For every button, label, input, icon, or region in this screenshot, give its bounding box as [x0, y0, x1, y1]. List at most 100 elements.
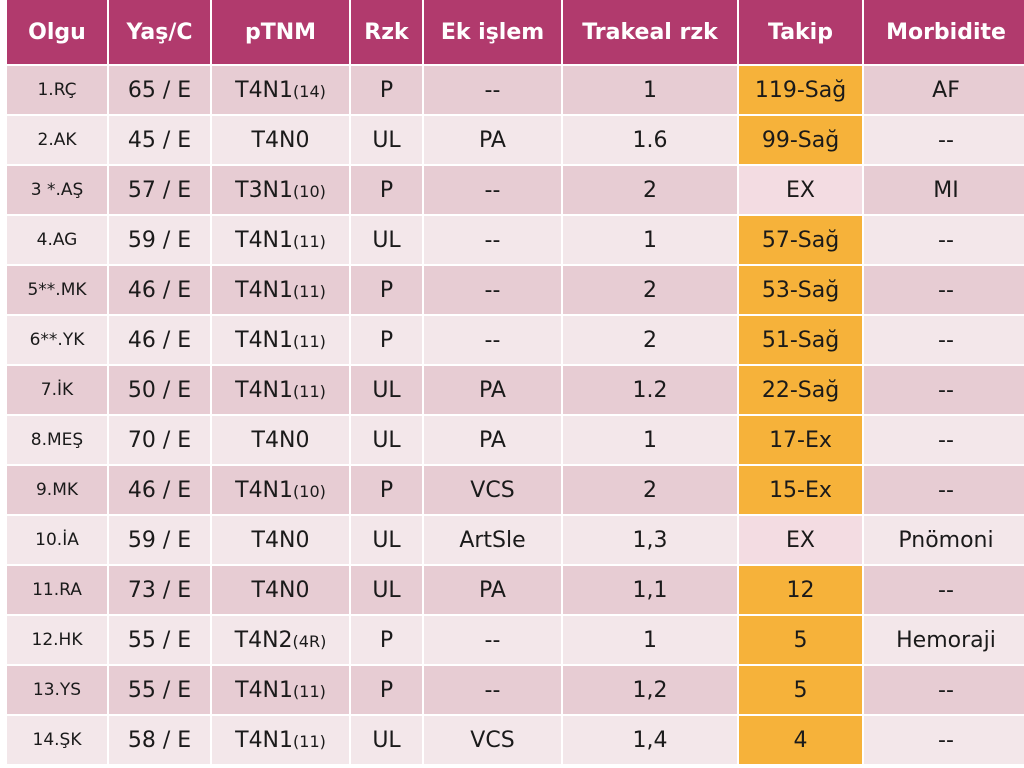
cell-morbidite: --: [863, 364, 1024, 415]
header-ptnm: pTNM: [211, 0, 351, 65]
cell-yas: 70 / E: [108, 414, 212, 465]
cell-takip: 99-Sağ: [738, 114, 864, 165]
cell-trakeal-rzk: 1,1: [562, 564, 739, 615]
table-row: 11.RA 73 / E T4N0 UL PA 1,1 12 --: [7, 564, 1024, 615]
cell-trakeal-rzk: 1,4: [562, 714, 739, 764]
table-row: 4.AG 59 / E T4N1(11) UL -- 1 57-Sağ --: [7, 214, 1024, 265]
ptnm-stage: T4N0: [251, 577, 310, 603]
cell-ptnm: T4N0: [211, 114, 351, 165]
cell-ptnm: T4N1(10): [211, 464, 351, 515]
ptnm-node-station: (14): [293, 81, 326, 101]
cell-olgu: 1.RÇ: [7, 64, 109, 115]
table-row: 13.YS 55 / E T4N1(11) P -- 1,2 5 --: [7, 664, 1024, 715]
cell-takip: EX: [738, 514, 864, 565]
cell-yas: 57 / E: [108, 164, 212, 215]
cell-yas: 46 / E: [108, 264, 212, 315]
cell-morbidite: --: [863, 264, 1024, 315]
cell-rzk: UL: [350, 114, 424, 165]
ptnm-node-station: (11): [293, 731, 326, 751]
cell-takip: 17-Ex: [738, 414, 864, 465]
cell-trakeal-rzk: 1,2: [562, 664, 739, 715]
cell-olgu: 12.HK: [7, 614, 109, 665]
ptnm-node-station: (10): [293, 181, 326, 201]
cell-trakeal-rzk: 2: [562, 264, 739, 315]
cell-trakeal-rzk: 2: [562, 464, 739, 515]
cell-olgu: 2.AK: [7, 114, 109, 165]
cell-ek-islem: --: [423, 264, 563, 315]
cell-ptnm: T3N1(10): [211, 164, 351, 215]
table-body: 1.RÇ 65 / E T4N1(14) P -- 1 119-Sağ AF 2.AK 45 / …: [7, 64, 1024, 764]
cell-ptnm: T4N1(14): [211, 64, 351, 115]
cell-olgu: 5**.MK: [7, 264, 109, 315]
cell-olgu: 6**.YK: [7, 314, 109, 365]
cell-trakeal-rzk: 2: [562, 314, 739, 365]
cell-rzk: P: [350, 664, 424, 715]
ptnm-stage: T4N2: [234, 627, 293, 653]
ptnm-stage: T3N1: [235, 177, 294, 203]
cell-ek-islem: PA: [423, 114, 563, 165]
table-row: 7.İK 50 / E T4N1(11) UL PA 1.2 22-Sağ --: [7, 364, 1024, 415]
cell-ek-islem: --: [423, 164, 563, 215]
cell-olgu: 11.RA: [7, 564, 109, 615]
cell-rzk: P: [350, 614, 424, 665]
cell-morbidite: --: [863, 564, 1024, 615]
cell-morbidite: --: [863, 314, 1024, 365]
cell-ptnm: T4N1(11): [211, 264, 351, 315]
cell-takip: 12: [738, 564, 864, 615]
header-yas: Yaş/C: [108, 0, 212, 65]
cell-ptnm: T4N2(4R): [211, 614, 351, 665]
header-takip: Takip: [738, 0, 864, 65]
cell-olgu: 4.AG: [7, 214, 109, 265]
ptnm-node-station: (11): [293, 331, 326, 351]
cell-yas: 59 / E: [108, 514, 212, 565]
cell-trakeal-rzk: 1: [562, 214, 739, 265]
table-row: 5**.MK 46 / E T4N1(11) P -- 2 53-Sağ --: [7, 264, 1024, 315]
cell-rzk: UL: [350, 364, 424, 415]
ptnm-stage: T4N1: [235, 327, 294, 353]
ptnm-stage: T4N1: [235, 677, 294, 703]
cell-ptnm: T4N1(11): [211, 364, 351, 415]
cell-morbidite: Pnömoni: [863, 514, 1024, 565]
table-row: 1.RÇ 65 / E T4N1(14) P -- 1 119-Sağ AF: [7, 64, 1024, 115]
ptnm-node-station: (11): [293, 281, 326, 301]
cell-trakeal-rzk: 1.2: [562, 364, 739, 415]
table-row: 10.İA 59 / E T4N0 UL ArtSle 1,3 EX Pnömoni: [7, 514, 1024, 565]
cell-morbidite: --: [863, 414, 1024, 465]
table-row: 12.HK 55 / E T4N2(4R) P -- 1 5 Hemoraji: [7, 614, 1024, 665]
cell-yas: 59 / E: [108, 214, 212, 265]
header-morbidite: Morbidite: [863, 0, 1024, 65]
cell-ek-islem: --: [423, 614, 563, 665]
cell-takip: 119-Sağ: [738, 64, 864, 115]
cell-takip: 4: [738, 714, 864, 764]
cell-takip: 15-Ex: [738, 464, 864, 515]
cell-rzk: UL: [350, 414, 424, 465]
cell-takip: 5: [738, 664, 864, 715]
cell-ptnm: T4N0: [211, 564, 351, 615]
ptnm-node-station: (11): [293, 681, 326, 701]
ptnm-node-station: (11): [293, 381, 326, 401]
ptnm-node-station: (4R): [292, 631, 327, 651]
ptnm-stage: T4N0: [251, 427, 310, 453]
cell-morbidite: Hemoraji: [863, 614, 1024, 665]
cell-ek-islem: PA: [423, 364, 563, 415]
cell-olgu: 3 *.AŞ: [7, 164, 109, 215]
ptnm-stage: T4N1: [235, 377, 294, 403]
cell-morbidite: --: [863, 114, 1024, 165]
cell-trakeal-rzk: 1: [562, 414, 739, 465]
cell-rzk: UL: [350, 514, 424, 565]
case-table: Olgu Yaş/C pTNM Rzk Ek işlem Trakeal rzk…: [7, 0, 1024, 764]
ptnm-stage: T4N1: [235, 277, 294, 303]
cell-takip: EX: [738, 164, 864, 215]
cell-olgu: 13.YS: [7, 664, 109, 715]
ptnm-stage: T4N1: [235, 477, 294, 503]
table-row: 9.MK 46 / E T4N1(10) P VCS 2 15-Ex --: [7, 464, 1024, 515]
cell-takip: 53-Sağ: [738, 264, 864, 315]
cell-ptnm: T4N1(11): [211, 314, 351, 365]
ptnm-node-station: (10): [293, 481, 326, 501]
cell-ek-islem: --: [423, 64, 563, 115]
cell-trakeal-rzk: 1,3: [562, 514, 739, 565]
cell-yas: 46 / E: [108, 314, 212, 365]
cell-olgu: 10.İA: [7, 514, 109, 565]
cell-ptnm: T4N0: [211, 414, 351, 465]
table-row: 2.AK 45 / E T4N0 UL PA 1.6 99-Sağ --: [7, 114, 1024, 165]
